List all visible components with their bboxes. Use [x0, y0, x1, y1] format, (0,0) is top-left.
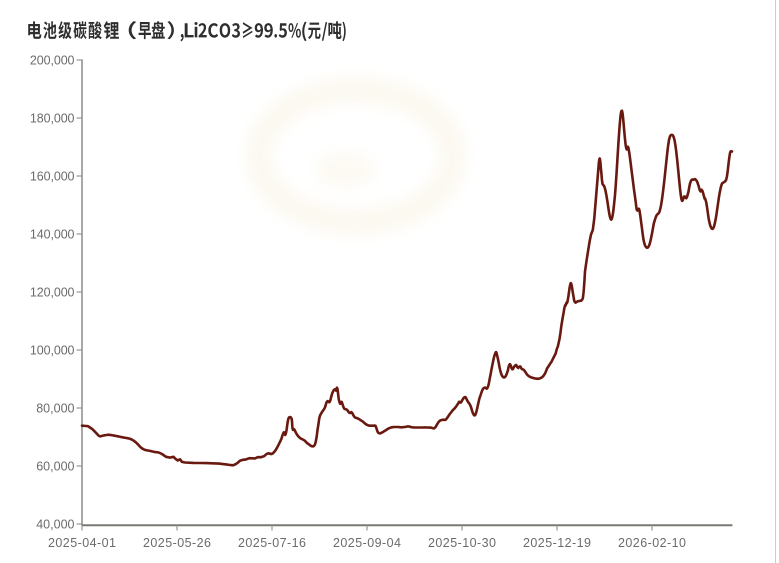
svg-text:200,000: 200,000 [30, 53, 75, 67]
svg-text:2025-10-30: 2025-10-30 [428, 536, 496, 550]
svg-text:2025-04-01: 2025-04-01 [48, 536, 116, 550]
svg-text:2025-09-04: 2025-09-04 [333, 536, 401, 550]
svg-text:120,000: 120,000 [30, 285, 75, 299]
svg-text:160,000: 160,000 [30, 169, 75, 183]
svg-text:2025-07-16: 2025-07-16 [238, 536, 306, 550]
svg-text:180,000: 180,000 [30, 111, 75, 125]
svg-text:100,000: 100,000 [30, 343, 75, 357]
svg-text:60,000: 60,000 [36, 459, 74, 473]
svg-text:40,000: 40,000 [36, 517, 74, 531]
svg-text:140,000: 140,000 [30, 227, 75, 241]
svg-text:80,000: 80,000 [36, 401, 74, 415]
svg-text:2025-12-19: 2025-12-19 [523, 536, 591, 550]
svg-text:2026-02-10: 2026-02-10 [618, 536, 686, 550]
svg-text:2025-05-26: 2025-05-26 [143, 536, 211, 550]
